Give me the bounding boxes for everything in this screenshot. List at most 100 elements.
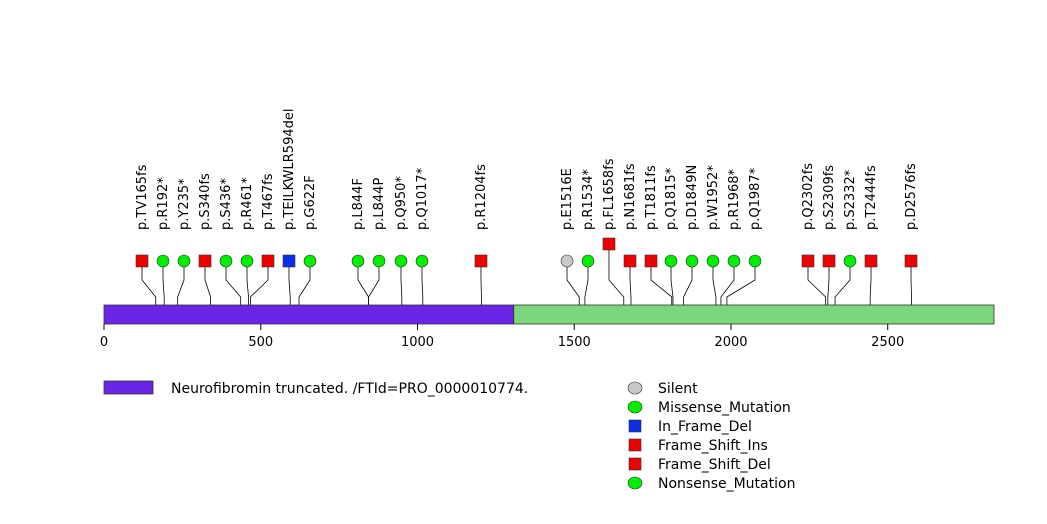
- legend-type-swatch: [627, 476, 643, 490]
- mutation-stem: [720, 261, 735, 305]
- mutation-stem: [650, 261, 673, 305]
- mutation-marker: [602, 237, 616, 251]
- mutation-stem: [250, 261, 269, 305]
- mutation-stem: [807, 261, 827, 305]
- mutation-marker: [394, 254, 408, 268]
- mutation-label: p.TEILKWLR594del: [282, 109, 297, 230]
- mutation-marker: [261, 254, 275, 268]
- mutation-label: p.T1811fs: [644, 165, 659, 230]
- legend-domain-label: Neurofibromin truncated. /FTId=PRO_00000…: [171, 381, 528, 397]
- mutation-stem: [288, 261, 291, 305]
- mutation-marker: [372, 254, 386, 268]
- mutation-marker: [801, 254, 815, 268]
- legend: Neurofibromin truncated. /FTId=PRO_00000…: [103, 380, 795, 492]
- mutation-stem: [670, 261, 674, 305]
- mutation-marker: [822, 254, 836, 268]
- domain-segment-1: [513, 304, 995, 325]
- mutation-label: p.Y235*: [177, 178, 192, 230]
- stems-group: [141, 244, 912, 305]
- mutation-stem: [368, 261, 380, 305]
- mutation-label: p.R192*: [156, 177, 171, 230]
- mutation-label: p.G622F: [303, 175, 318, 230]
- mutation-marker: [198, 254, 212, 268]
- mutation-label: p.R1534*: [581, 168, 596, 230]
- mutation-stem: [827, 261, 830, 305]
- mutation-label: p.L844P: [372, 178, 387, 230]
- mutation-label: p.R461*: [240, 177, 255, 230]
- mutation-marker: [644, 254, 658, 268]
- mutation-label: p.S2332*: [843, 169, 858, 230]
- mutation-label: p.S2309fs: [822, 165, 837, 230]
- legend-type-label: In_Frame_Del: [658, 419, 752, 435]
- mutation-marker: [623, 254, 637, 268]
- mutation-marker: [177, 254, 191, 268]
- mutation-label: p.D1849N: [685, 165, 700, 230]
- mutation-stem: [204, 261, 211, 305]
- mutation-marker: [706, 254, 720, 268]
- legend-type-swatch: [627, 400, 643, 414]
- mutation-label: p.Q1017*: [415, 167, 430, 230]
- mutation-marker: [864, 254, 878, 268]
- mutation-label: p.L844F: [351, 178, 366, 230]
- mutation-stem: [910, 261, 912, 305]
- mutation-stem: [162, 261, 165, 305]
- mutation-marker: [727, 254, 741, 268]
- x-tick-label: 500: [248, 335, 273, 350]
- mutation-label: p.D2576fs: [904, 163, 919, 230]
- domain-segment-0: [103, 304, 515, 325]
- legend-type-swatch: [627, 381, 643, 395]
- mutation-stem: [357, 261, 369, 305]
- mutation-stem: [629, 261, 632, 305]
- mutation-label: p.E1516E: [560, 168, 575, 230]
- mutation-label: p.S340fs: [198, 173, 213, 230]
- mutation-label: p.FL1658fs: [602, 158, 617, 230]
- mutation-marker: [560, 254, 574, 268]
- mutation-stem: [141, 261, 157, 305]
- legend-type-swatch: [628, 419, 642, 433]
- mutation-marker: [303, 254, 317, 268]
- mutation-marker: [748, 254, 762, 268]
- mutation-marker: [219, 254, 233, 268]
- legend-type-label: Missense_Mutation: [658, 400, 791, 416]
- mutation-marker: [156, 254, 170, 268]
- mutation-marker: [351, 254, 365, 268]
- mutation-stem: [834, 261, 851, 305]
- mutation-stem: [246, 261, 249, 305]
- mutation-marker: [664, 254, 678, 268]
- mutation-label: p.W1952*: [706, 165, 721, 230]
- mutation-marker: [135, 254, 149, 268]
- mutation-stem: [683, 261, 693, 305]
- mutation-marker: [240, 254, 254, 268]
- legend-type-label: Nonsense_Mutation: [658, 476, 795, 492]
- mutation-marker: [581, 254, 595, 268]
- mutation-stem: [712, 261, 717, 305]
- mutation-label: p.T2444fs: [864, 165, 879, 230]
- mutation-label: p.R1968*: [727, 168, 742, 230]
- mutation-stem: [566, 261, 580, 305]
- mutation-labels: p.TV165fs p.R192* p.Y235* p.S340fs p.S436* p.…: [135, 109, 919, 230]
- mutation-stem: [726, 261, 756, 305]
- mutation-label: p.TV165fs: [135, 164, 150, 230]
- mutation-label: p.Q1987*: [748, 167, 763, 230]
- x-tick-label: 0: [100, 335, 108, 350]
- mutation-label: p.Q950*: [394, 176, 409, 230]
- mutation-marker: [843, 254, 857, 268]
- legend-type-label: Frame_Shift_Ins: [658, 438, 768, 454]
- mutation-marker: [474, 254, 488, 268]
- mutation-label: p.T467fs: [261, 173, 276, 230]
- mutation-stem: [177, 261, 185, 305]
- legend-type-label: Frame_Shift_Del: [658, 457, 771, 473]
- mutation-label: p.Q2302fs: [801, 163, 816, 230]
- mutation-stem: [298, 261, 311, 305]
- x-tick-label: 1500: [558, 335, 591, 350]
- x-tick-label: 2500: [871, 335, 904, 350]
- mutation-stem: [869, 261, 872, 305]
- mutation-label: p.R1204fs: [474, 164, 489, 230]
- x-axis: 0 500 1000 1500 2000 2500: [100, 324, 904, 350]
- legend-type-swatch: [628, 438, 642, 452]
- mutation-marker: [904, 254, 918, 268]
- mutation-label: p.Q1815*: [664, 167, 679, 230]
- legend-type-label: Silent: [658, 381, 698, 397]
- mutation-marker: [282, 254, 296, 268]
